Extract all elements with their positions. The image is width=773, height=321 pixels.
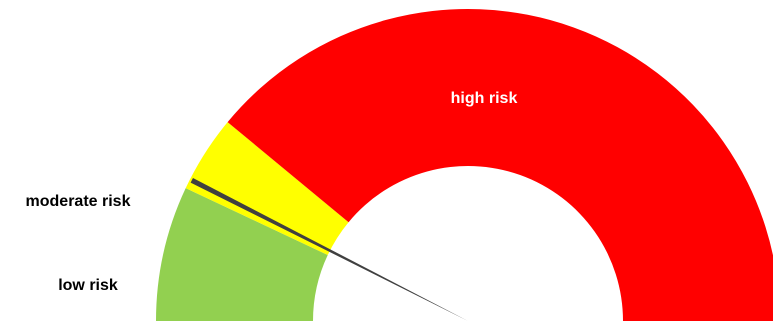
gauge-label-moderate-risk: moderate risk bbox=[26, 193, 131, 210]
gauge-label-low-risk: low risk bbox=[58, 277, 118, 294]
gauge-needle bbox=[190, 177, 468, 321]
gauge-label-high-risk: high risk bbox=[451, 90, 518, 107]
gauge-segment-low-risk bbox=[156, 188, 328, 321]
gauge-segment-moderate-risk bbox=[185, 122, 349, 256]
gauge-segment-high-risk bbox=[227, 9, 773, 321]
